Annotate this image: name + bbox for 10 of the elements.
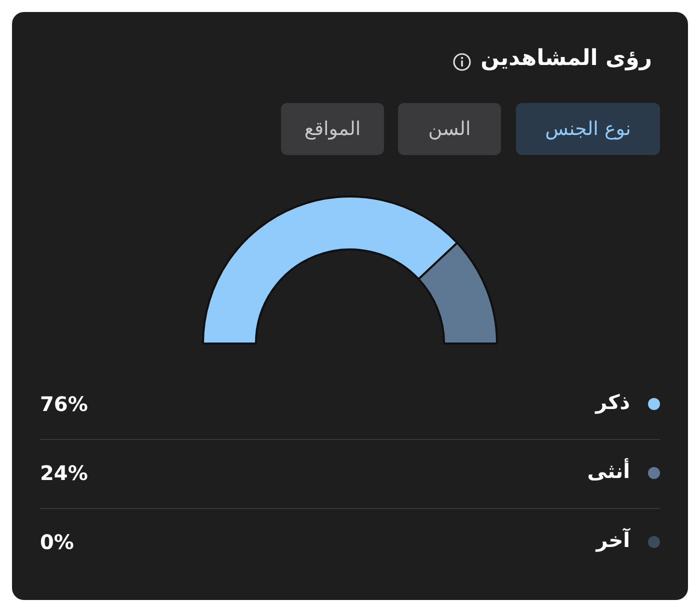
text: السن — [398, 103, 501, 155]
legend-label: ذكر — [596, 390, 630, 414]
data-label: 76% — [40, 392, 88, 416]
legend-label: أنثى — [587, 459, 630, 483]
text: 0% — [40, 530, 74, 554]
data-label: 24% — [40, 461, 88, 485]
text: نوع الجنس — [516, 103, 660, 155]
chart-title: رؤى المشاهدين — [480, 46, 652, 71]
legend-label: آخر — [596, 528, 630, 552]
text: المواقع — [281, 103, 384, 155]
